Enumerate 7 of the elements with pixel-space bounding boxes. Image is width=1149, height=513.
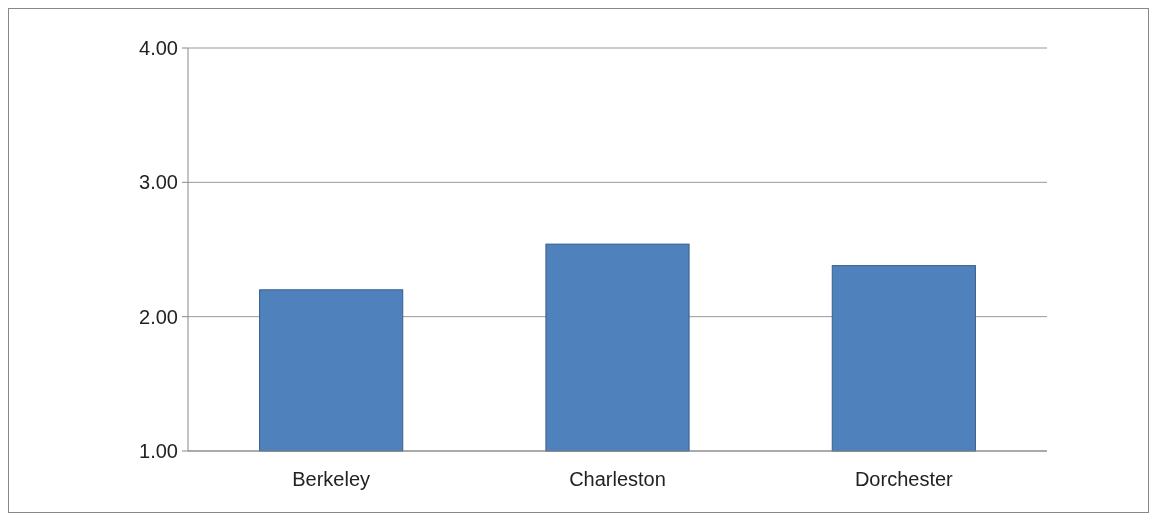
x-tick-label: Berkeley [292, 468, 371, 490]
x-tick-label: Charleston [569, 468, 666, 490]
y-tick-label: 3.00 [139, 171, 178, 194]
y-tick-label: 4.00 [139, 37, 178, 59]
x-tick-label: Dorchester [854, 468, 954, 490]
y-tick-label: 1.00 [139, 440, 178, 462]
y-tick-label: 2.00 [139, 305, 178, 328]
